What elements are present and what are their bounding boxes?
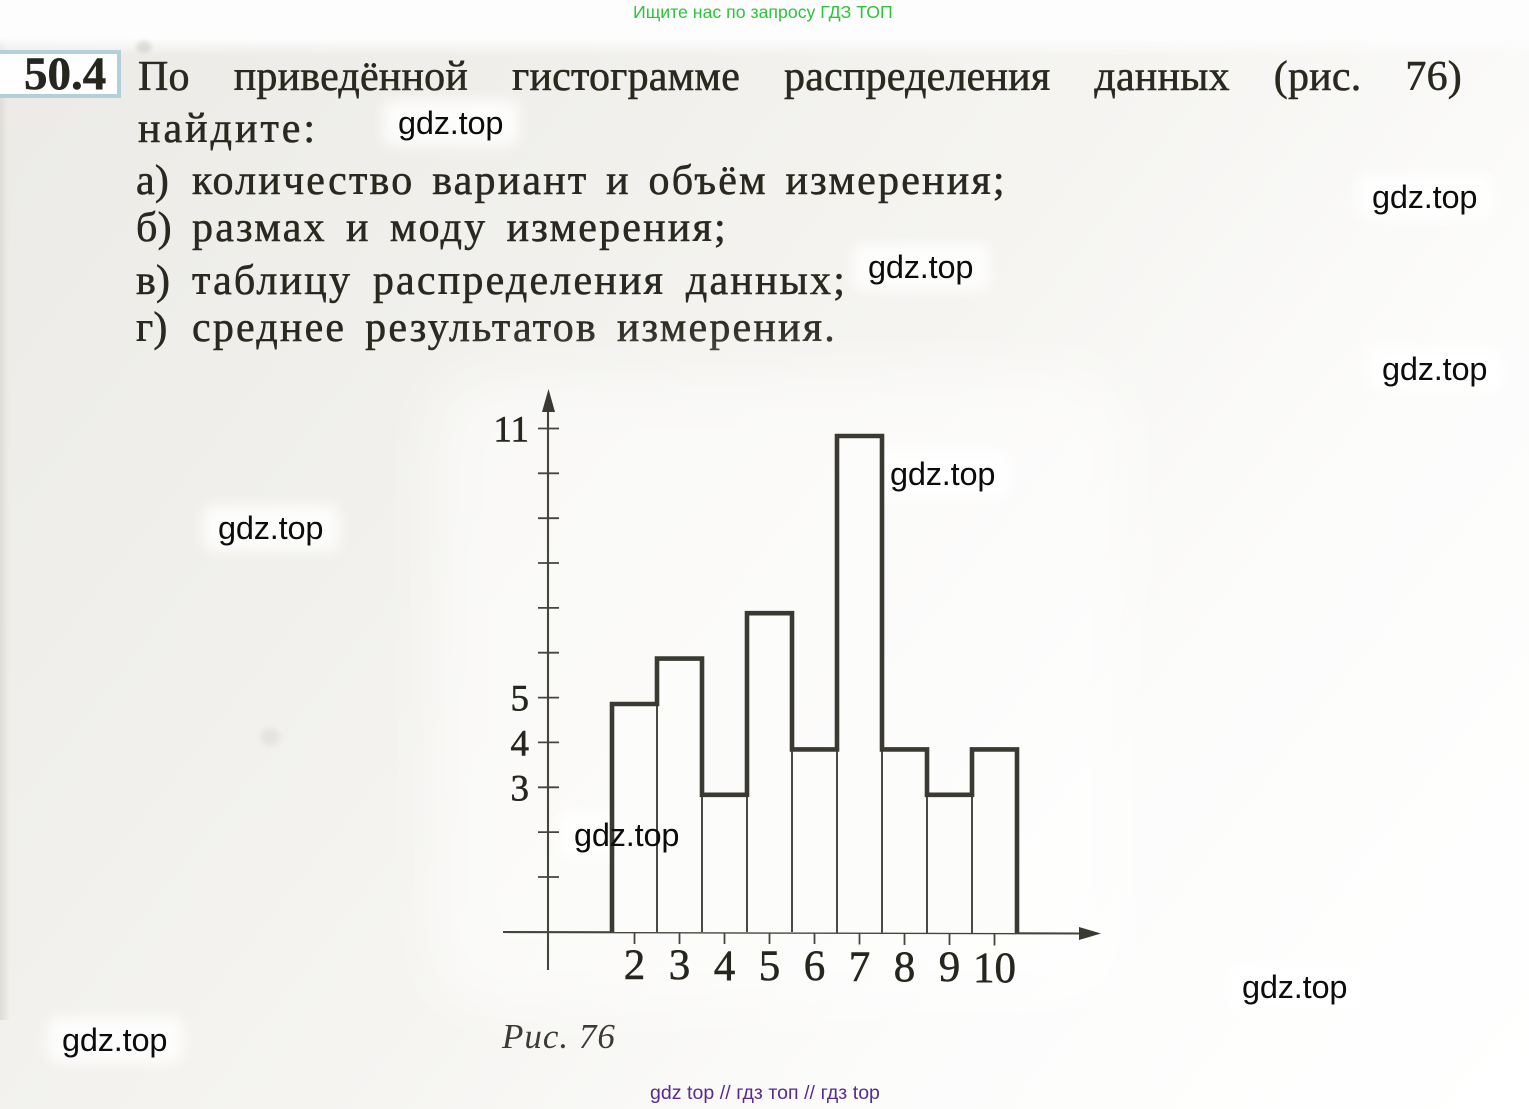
svg-text:4: 4 xyxy=(511,723,530,764)
svg-text:9: 9 xyxy=(939,944,961,991)
svg-text:8: 8 xyxy=(894,944,916,991)
svg-text:4: 4 xyxy=(714,943,736,990)
svg-text:7: 7 xyxy=(849,944,871,991)
svg-text:11: 11 xyxy=(493,410,529,451)
svg-text:3: 3 xyxy=(511,768,530,809)
svg-text:6: 6 xyxy=(804,943,826,990)
svg-text:3: 3 xyxy=(669,942,691,989)
svg-text:2: 2 xyxy=(624,942,646,989)
svg-text:10: 10 xyxy=(973,945,1016,992)
svg-text:5: 5 xyxy=(511,679,530,720)
svg-text:5: 5 xyxy=(759,943,781,990)
